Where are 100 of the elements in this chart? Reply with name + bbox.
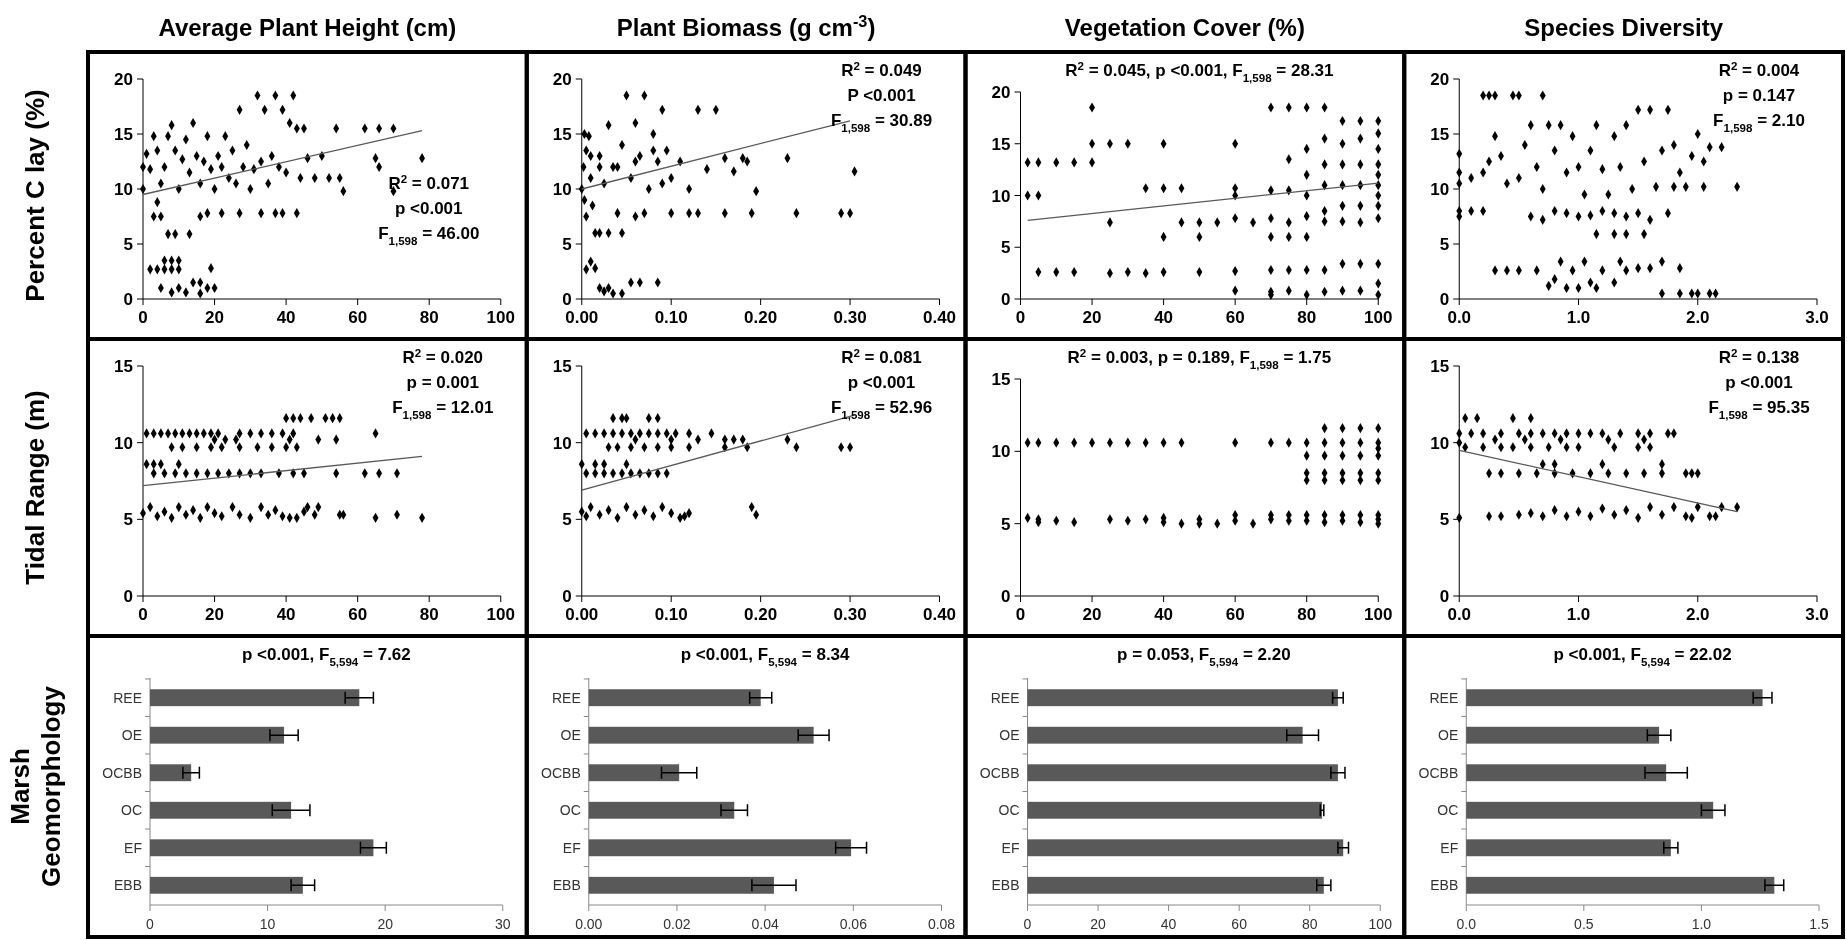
y-tick-label: 10 — [114, 180, 133, 199]
x-tick-label: 3.0 — [1805, 308, 1829, 327]
y-tick-label: 10 — [991, 186, 1011, 206]
y-tick-label: 15 — [552, 125, 572, 144]
y-tick-label: 15 — [114, 357, 133, 376]
x-tick-label: 0.00 — [565, 308, 599, 327]
x-tick-label: 60 — [1225, 308, 1245, 327]
y-tick-label: 0 — [1439, 587, 1450, 606]
x-tick-label: 0.00 — [575, 916, 603, 932]
annotation: F$_{1,598}$ = 46.00 — [378, 224, 480, 247]
y-tick-label: 5 — [1001, 238, 1011, 258]
y-tick-label: 10 — [1430, 180, 1450, 199]
annotation: F$_{1,598}$ = 2.10 — [1713, 111, 1805, 134]
bar — [1466, 764, 1667, 782]
annotation: p = 0.001 — [406, 373, 479, 392]
bar — [150, 876, 303, 894]
y-tick-label: EBB — [1430, 877, 1459, 894]
x-tick-label: 0 — [1023, 916, 1032, 932]
x-tick-label: 0.0 — [1456, 916, 1477, 932]
chart-title: Average Plant Height (cm) — [158, 14, 457, 41]
y-tick-label: 0 — [123, 290, 133, 309]
y-tick-label: 15 — [1430, 357, 1450, 376]
x-tick-label: 2.0 — [1685, 308, 1710, 327]
y-tick-label: OCBB — [541, 764, 581, 781]
y-tick-label: 15 — [552, 357, 572, 376]
annotation: R$^{2}$ = 0.049 — [841, 60, 922, 80]
x-tick-label: 2.0 — [1685, 605, 1710, 624]
annotation: R$^{2}$ = 0.081 — [841, 347, 922, 367]
y-tick-label: OC — [121, 802, 142, 819]
x-tick-label: 0 — [146, 916, 155, 932]
y-tick-label: 15 — [991, 370, 1011, 389]
bar — [1027, 876, 1324, 894]
text: p <0.001, F$_{5,594}$ = 22.02 — [1553, 645, 1732, 668]
annotation: F$_{1,598}$ = 12.01 — [392, 398, 494, 421]
x-tick-label: 20 — [205, 605, 225, 624]
y-tick-label: EBB — [113, 877, 142, 894]
bar — [588, 726, 814, 744]
annotation: R$^{2}$ = 0.004 — [1718, 60, 1800, 80]
y-tick-label: 0 — [123, 587, 133, 606]
x-tick-label: 0.00 — [565, 605, 599, 624]
x-tick-label: 1.0 — [1566, 605, 1591, 624]
bar — [150, 764, 192, 782]
annotation: p = 0.147 — [1722, 86, 1796, 105]
y-tick-label: 5 — [123, 235, 133, 254]
y-tick-label: EBB — [552, 877, 581, 894]
y-axis-title: Marsh Geomorphology — [5, 685, 66, 887]
x-tick-label: 20 — [1082, 308, 1102, 327]
y-tick-label: 10 — [1430, 433, 1450, 453]
text: R$^{2}$ = 0.045, p <0.001, F$_{1,598}$ = 28.31 — [1065, 60, 1334, 84]
text: p <0.001, F$_{5,594}$ = 7.62 — [241, 645, 411, 668]
annotation: p <0.001 — [847, 373, 916, 392]
y-tick-label: 20 — [552, 70, 572, 89]
y-tick-label: EF — [124, 839, 142, 856]
bar — [588, 764, 680, 782]
y-tick-label: OCBB — [979, 764, 1020, 781]
x-tick-label: 10 — [259, 916, 276, 932]
x-tick-label: 80 — [1297, 605, 1317, 624]
y-tick-label: OC — [998, 802, 1020, 819]
y-tick-label: 0 — [562, 290, 572, 309]
bar — [1466, 801, 1714, 819]
x-tick-label: 20 — [205, 308, 225, 327]
x-tick-label: 0.30 — [833, 308, 867, 327]
annotation: p <0.001 — [1725, 373, 1793, 392]
y-tick-label: OE — [121, 727, 142, 744]
x-tick-label: 0.5 — [1574, 916, 1594, 932]
y-tick-label: OCBB — [102, 764, 142, 781]
y-tick-label: OE — [999, 727, 1020, 744]
y-tick-label: 20 — [1430, 70, 1450, 89]
x-tick-label: 30 — [494, 916, 511, 932]
y-tick-label: 5 — [562, 235, 572, 254]
x-tick-label: 0.20 — [744, 308, 778, 327]
x-tick-label: 60 — [348, 308, 368, 327]
x-tick-label: 100 — [486, 308, 515, 327]
y-tick-label: 5 — [1001, 514, 1011, 534]
bar — [1466, 689, 1763, 707]
x-tick-label: 80 — [1301, 916, 1318, 932]
bar — [588, 839, 852, 857]
x-tick-label: 80 — [1297, 308, 1317, 327]
text: p <0.001, F$_{5,594}$ = 8.34 — [680, 645, 851, 668]
x-tick-label: 0.30 — [833, 605, 867, 624]
x-tick-label: 80 — [419, 605, 439, 624]
y-tick-label: EF — [1440, 839, 1459, 856]
bar — [150, 726, 285, 744]
bar — [1027, 764, 1338, 782]
x-tick-label: 100 — [1368, 916, 1393, 932]
x-tick-label: 0.10 — [654, 605, 688, 624]
y-tick-label: 0 — [562, 587, 572, 606]
x-tick-label: 0.08 — [927, 916, 956, 932]
bar — [150, 689, 360, 707]
y-tick-label: OC — [559, 802, 581, 819]
bar — [150, 801, 292, 819]
bar — [1027, 689, 1338, 707]
y-tick-label: REE — [1429, 689, 1459, 706]
y-tick-label: EBB — [991, 877, 1020, 894]
bar — [150, 839, 374, 857]
x-tick-label: 60 — [348, 605, 368, 624]
x-tick-label: 40 — [276, 308, 296, 327]
x-tick-label: 60 — [1225, 605, 1245, 624]
x-tick-label: 0.10 — [654, 308, 688, 327]
x-tick-label: 0.0 — [1447, 605, 1472, 624]
